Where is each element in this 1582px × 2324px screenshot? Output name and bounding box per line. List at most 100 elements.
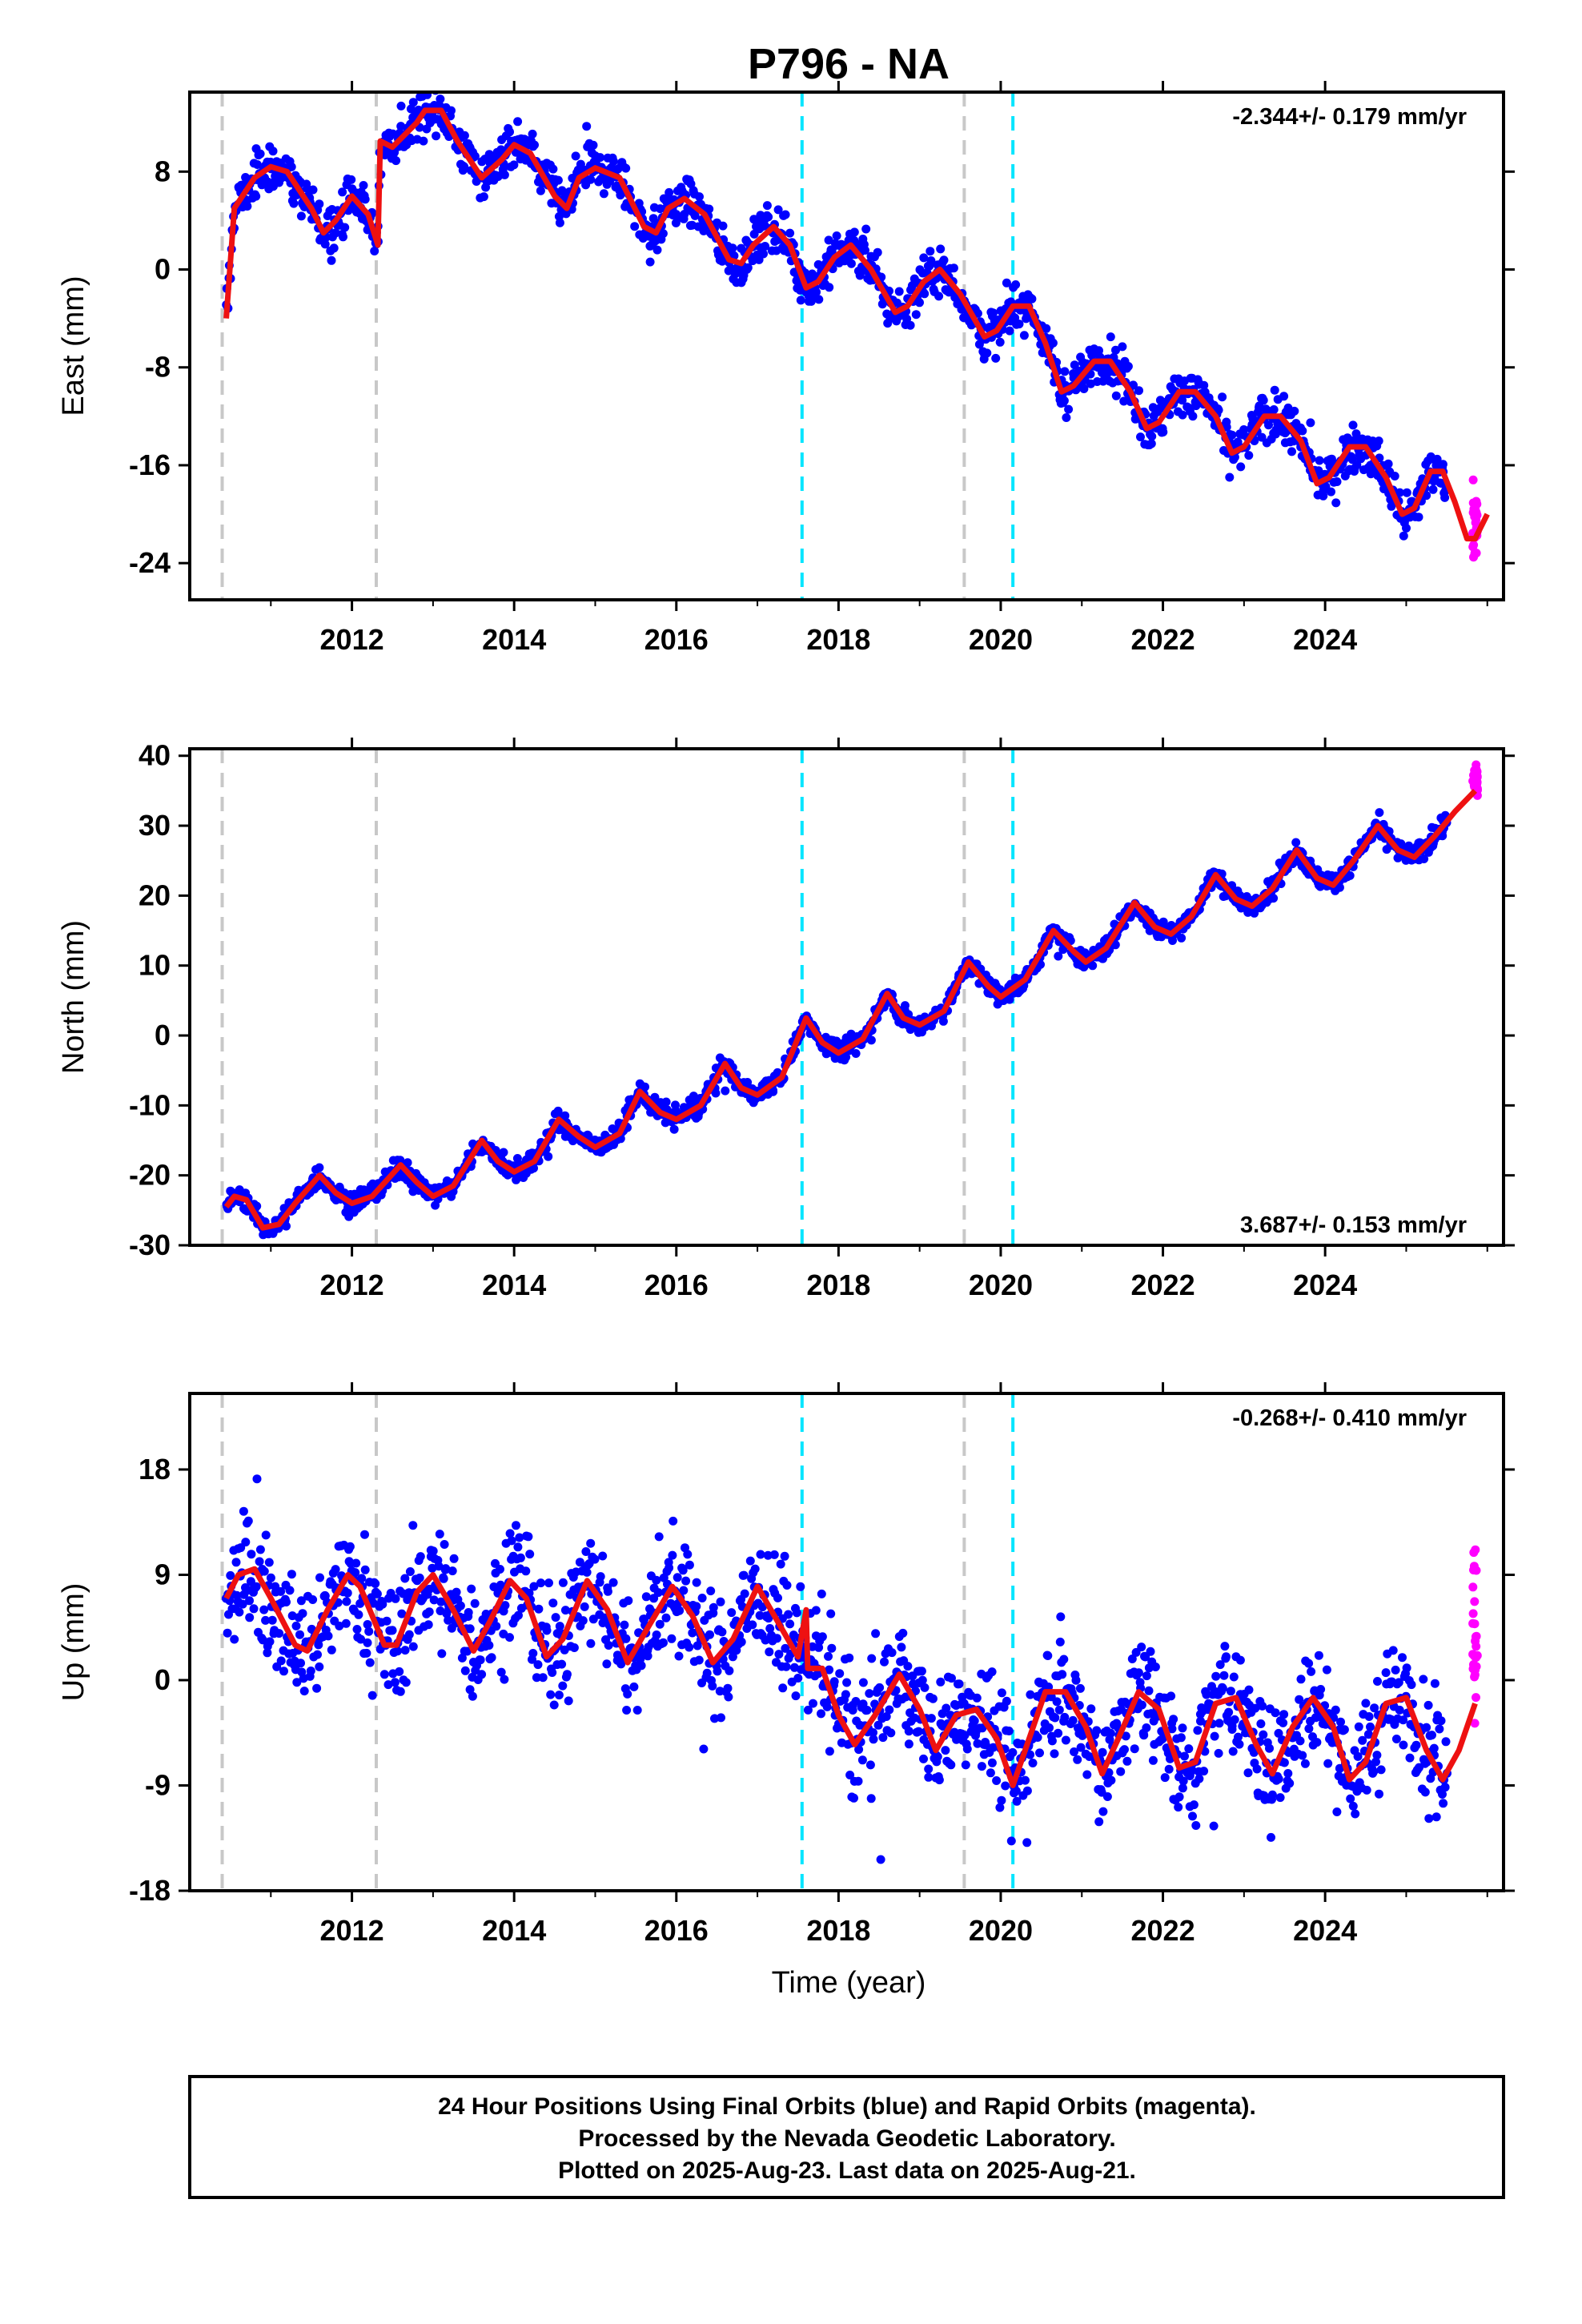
data-point — [590, 1554, 600, 1564]
data-point — [878, 1733, 888, 1743]
data-point — [528, 129, 537, 139]
data-point — [507, 1536, 516, 1546]
data-point — [287, 1570, 296, 1579]
data-point — [259, 1605, 269, 1614]
data-point — [558, 1681, 568, 1691]
data-point — [360, 1530, 369, 1539]
data-point — [995, 1803, 1005, 1812]
rapid-point — [1468, 1582, 1478, 1592]
data-point — [814, 295, 824, 304]
data-point — [1214, 405, 1223, 415]
data-point — [970, 1716, 979, 1726]
data-point — [785, 1619, 795, 1629]
data-point — [1180, 1751, 1189, 1761]
data-point — [773, 1634, 781, 1643]
data-point — [308, 185, 318, 195]
data-point — [470, 151, 480, 161]
data-point — [356, 1634, 366, 1644]
data-point — [1287, 447, 1296, 456]
data-point — [315, 199, 324, 209]
data-point — [665, 187, 674, 197]
data-point — [1012, 1796, 1022, 1806]
data-point — [423, 92, 432, 99]
data-point — [1098, 1747, 1107, 1757]
data-point — [1351, 1809, 1360, 1819]
data-point — [525, 1550, 535, 1559]
data-point — [364, 1626, 374, 1636]
data-point — [516, 1553, 525, 1562]
data-point — [298, 1609, 307, 1618]
data-point — [1411, 1740, 1421, 1750]
data-point — [616, 1659, 626, 1669]
data-point — [496, 1565, 504, 1574]
data-point — [1391, 1735, 1401, 1743]
data-point — [902, 314, 912, 324]
data-point — [1196, 1716, 1205, 1726]
rapid-point — [1471, 1665, 1480, 1675]
data-point — [917, 1667, 926, 1676]
data-point — [781, 1643, 790, 1653]
data-point — [1362, 1785, 1371, 1795]
data-point — [396, 1687, 405, 1696]
data-point — [919, 253, 929, 263]
data-point — [1285, 1779, 1295, 1788]
data-point — [977, 1762, 986, 1771]
data-point — [1058, 1670, 1067, 1679]
data-point — [351, 1558, 361, 1568]
data-point — [842, 1678, 852, 1687]
data-point — [774, 1650, 784, 1659]
data-point — [465, 1624, 475, 1634]
data-point — [1373, 1677, 1382, 1686]
data-point — [500, 1675, 509, 1684]
data-point — [1312, 1738, 1322, 1747]
data-point — [608, 1578, 618, 1587]
data-point — [315, 1163, 324, 1172]
data-point — [1435, 1724, 1444, 1734]
data-point — [1235, 1739, 1244, 1749]
data-point — [915, 298, 924, 308]
data-point — [954, 1679, 964, 1689]
data-point — [817, 1589, 826, 1598]
data-point — [279, 1667, 288, 1676]
data-point — [1394, 1678, 1403, 1687]
data-point — [1402, 524, 1411, 533]
data-point — [791, 1691, 801, 1701]
data-point — [1354, 1722, 1363, 1731]
data-point — [339, 232, 347, 242]
data-point — [357, 1574, 367, 1583]
y-tick-label: 9 — [155, 1558, 171, 1590]
data-point — [1134, 386, 1143, 396]
data-point — [708, 1681, 717, 1691]
data-point — [667, 1634, 677, 1643]
data-point — [1054, 951, 1063, 961]
data-point — [1295, 1695, 1304, 1704]
data-point — [1346, 1794, 1355, 1803]
data-point — [725, 1666, 734, 1675]
data-point — [652, 1630, 661, 1639]
data-point — [920, 289, 930, 299]
data-point — [596, 153, 605, 163]
data-point — [1258, 1701, 1267, 1711]
data-point — [329, 243, 339, 253]
data-point — [824, 235, 833, 245]
data-point — [1118, 342, 1127, 352]
x-tick-label: 2024 — [1293, 1914, 1357, 1947]
data-point — [653, 1588, 663, 1598]
data-point — [1123, 362, 1133, 371]
data-point — [813, 259, 823, 269]
data-point — [1062, 413, 1071, 422]
data-point — [765, 1647, 774, 1657]
data-point — [408, 98, 418, 107]
data-point — [757, 1602, 767, 1612]
y-tick-label: 0 — [155, 1663, 171, 1696]
data-point — [1215, 1719, 1224, 1728]
data-point — [881, 1712, 891, 1721]
data-point — [1229, 1672, 1239, 1682]
data-point — [588, 140, 598, 150]
chart-title: P796 - NA — [748, 40, 950, 88]
data-point — [1060, 367, 1070, 376]
data-point — [832, 231, 841, 240]
data-point — [706, 1586, 716, 1596]
data-point — [255, 1545, 265, 1554]
model-curve-up — [223, 1566, 1478, 1788]
